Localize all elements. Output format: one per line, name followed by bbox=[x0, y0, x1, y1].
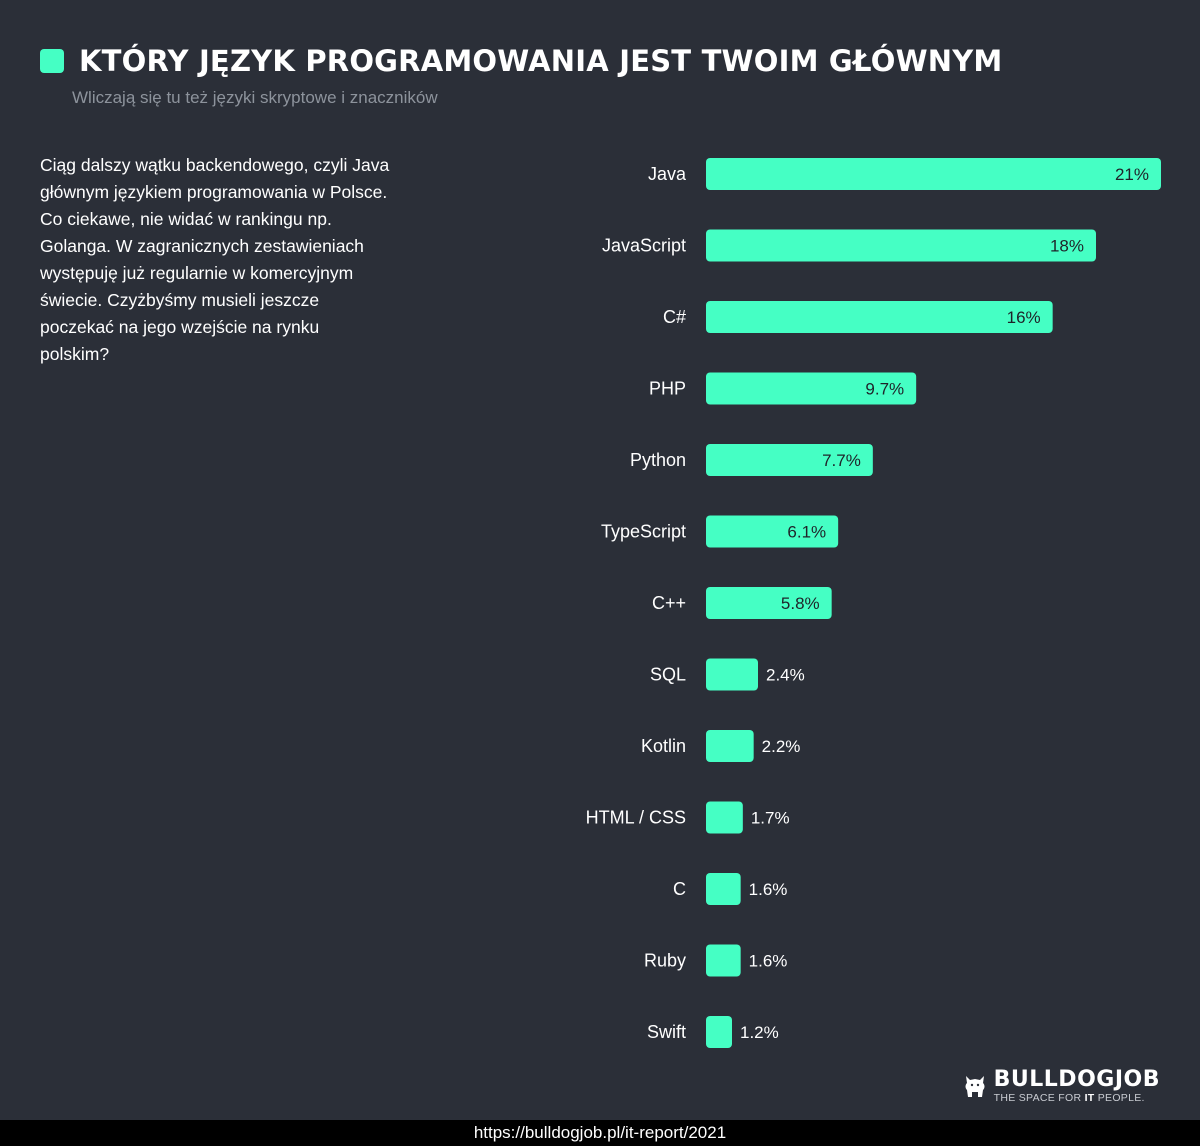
value-label: 1.7% bbox=[751, 809, 790, 828]
footer-url: https://bulldogjob.pl/it-report/2021 bbox=[473, 1123, 727, 1142]
value-label: 9.7% bbox=[865, 380, 904, 399]
category-label: Python bbox=[630, 450, 686, 470]
category-label: JavaScript bbox=[602, 236, 686, 256]
category-label: Kotlin bbox=[641, 736, 686, 756]
bar bbox=[706, 944, 741, 977]
title-row: KTÓRY JĘZYK PROGRAMOWANIA JEST TWOIM GŁÓ… bbox=[40, 44, 1003, 78]
value-label: 7.7% bbox=[822, 451, 861, 470]
footer-bar: https://bulldogjob.pl/it-report/2021 bbox=[0, 1120, 1200, 1146]
bar bbox=[706, 873, 741, 905]
description-text: Ciąg dalszy wątku backendowego, czyli Ja… bbox=[40, 155, 390, 364]
value-label: 1.6% bbox=[749, 952, 788, 971]
category-label: SQL bbox=[650, 665, 686, 685]
bar bbox=[706, 587, 832, 619]
category-label: TypeScript bbox=[601, 522, 686, 542]
category-label: PHP bbox=[649, 379, 686, 399]
chart-subtitle: Wliczają się tu też języki skryptowe i z… bbox=[72, 88, 438, 107]
value-label: 2.4% bbox=[766, 666, 805, 685]
category-label: Ruby bbox=[644, 951, 686, 971]
bulldog-icon bbox=[965, 1076, 985, 1097]
logo-tagline: THE SPACE FOR IT PEOPLE. bbox=[993, 1092, 1145, 1104]
bar bbox=[706, 515, 839, 548]
value-label: 1.2% bbox=[740, 1023, 779, 1042]
bar bbox=[706, 658, 758, 691]
bar bbox=[706, 730, 754, 762]
bar bbox=[706, 1016, 732, 1048]
bar bbox=[706, 372, 917, 405]
bar bbox=[706, 301, 1053, 333]
bar bbox=[706, 801, 743, 834]
logo-name: BULLDOGJOB bbox=[993, 1067, 1160, 1092]
category-label: C++ bbox=[652, 593, 686, 613]
value-label: 2.2% bbox=[762, 737, 801, 756]
bar-chart: Java 21% JavaScript 18% C# 16% PHP 9.7% Python 7.… bbox=[586, 158, 1161, 1048]
title-marker bbox=[40, 49, 64, 73]
category-label: HTML / CSS bbox=[586, 808, 686, 828]
value-label: 5.8% bbox=[781, 594, 820, 613]
category-label: C# bbox=[663, 307, 686, 327]
category-label: Java bbox=[648, 164, 687, 184]
bulldogjob-logo: BULLDOGJOB THE SPACE FOR IT PEOPLE. bbox=[962, 1068, 1160, 1104]
bar bbox=[706, 229, 1096, 262]
bar bbox=[706, 444, 873, 476]
category-label: Swift bbox=[647, 1022, 686, 1042]
chart-title: KTÓRY JĘZYK PROGRAMOWANIA JEST TWOIM GŁÓ… bbox=[79, 44, 1003, 78]
value-label: 21% bbox=[1115, 165, 1149, 184]
value-label: 18% bbox=[1050, 237, 1084, 256]
bar bbox=[706, 158, 1161, 190]
value-label: 6.1% bbox=[787, 523, 826, 542]
value-label: 1.6% bbox=[749, 880, 788, 899]
value-label: 16% bbox=[1007, 308, 1041, 327]
category-label: C bbox=[673, 879, 686, 899]
